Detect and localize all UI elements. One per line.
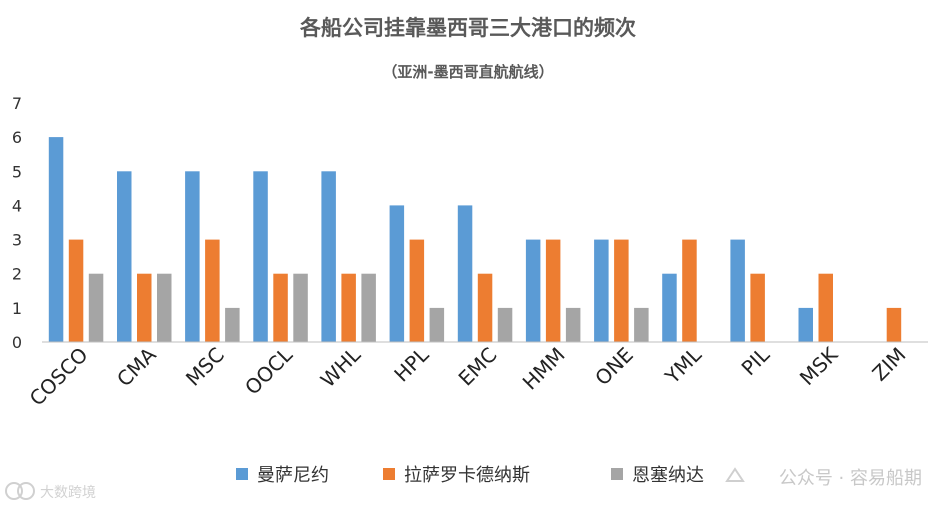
bar-hmm-series-3 [565,307,581,342]
x-tick-label: OOCL [240,342,298,400]
bar-yml-series-1 [662,273,677,342]
bar-hmm-series-1 [525,239,541,342]
bar-hpl-series-1 [389,205,405,342]
x-tick-label: HPL [389,342,434,387]
bar-msc-series-1 [185,171,200,342]
bar-whl-series-1 [321,171,336,342]
bar-msk-series-2 [818,273,833,342]
watermark-left: 大数跨境 [5,482,96,501]
legend-label: 曼萨尼约 [257,465,329,486]
bar-hmm-series-2 [545,239,561,342]
legend-label: 拉萨罗卡德纳斯 [404,465,530,486]
watermark-right: 公众号 · 容易船期 [725,467,922,489]
bar-pil-series-1 [730,239,745,342]
x-tick-label: MSK [795,342,843,390]
bar-cma-series-2 [137,273,152,342]
x-tick-label: WHL [316,342,366,392]
x-tick-label: HMM [518,343,570,395]
y-tick-label: 3 [12,231,22,250]
chart-subtitle: （亚洲-墨西哥直航航线） [382,63,553,81]
bar-msc-series-3 [225,307,240,342]
x-axis: COSCO CMA MSC OOCL WHL HPL EMC HMM ONE YML PIL MSK Z… [25,342,911,411]
y-tick-label: 4 [12,196,22,215]
bar-cma-series-1 [117,171,132,342]
bar-one-series-2 [614,239,629,342]
legend-swatch [236,468,248,480]
bar-oocl-series-2 [273,273,288,342]
x-tick-label: ONE [590,343,638,391]
y-tick-label: 7 [12,94,22,113]
bar-yml-series-2 [682,239,697,342]
bar-cosco-series-3 [88,273,104,342]
y-tick-label: 5 [12,162,22,181]
bar-zim-series-2 [886,307,902,342]
y-tick-label: 2 [12,265,22,284]
bar-whl-series-2 [341,273,356,342]
bar-msk-series-1 [798,307,813,342]
watermark-logo-icon-2 [17,482,35,500]
bar-whl-series-3 [361,273,376,342]
bar-oocl-series-1 [253,171,268,342]
y-axis: 0 1 2 3 4 5 6 7 [12,94,22,352]
bars-group [48,137,902,342]
x-tick-label: MSC [181,343,229,391]
x-tick-label: PIL [737,342,775,380]
y-tick-label: 1 [12,299,22,318]
legend-swatch [383,468,395,480]
watermark-wechat-icon [725,467,745,482]
legend-swatch [611,468,623,480]
y-tick-label: 6 [12,128,22,147]
x-tick-label: EMC [454,343,502,391]
watermark-left-text: 大数跨境 [40,485,96,501]
watermark-right-text: 公众号 · 容易船期 [779,468,922,489]
bar-msc-series-2 [205,239,220,342]
x-tick-label: CMA [112,342,161,391]
bar-pil-series-2 [750,273,765,342]
x-tick-label: COSCO [25,343,93,411]
bar-one-series-3 [634,307,649,342]
bar-oocl-series-3 [293,273,308,342]
bar-emc-series-2 [477,273,493,342]
x-tick-label: YML [660,342,707,389]
bar-hpl-series-3 [429,307,445,342]
bar-emc-series-1 [457,205,473,342]
bar-cma-series-3 [157,273,172,342]
legend-label: 恩塞纳达 [632,465,704,486]
watermark-logo-icon [5,482,23,500]
bar-emc-series-3 [497,307,513,342]
bar-hpl-series-2 [409,239,425,342]
y-tick-label: 0 [12,333,22,352]
chart-title: 各船公司挂靠墨西哥三大港口的频次 [299,16,636,40]
x-tick-label: ZIM [867,343,910,386]
bar-one-series-1 [594,239,609,342]
legend: 曼萨尼约 拉萨罗卡德纳斯 恩塞纳达 [236,465,704,486]
bar-cosco-series-1 [48,137,64,342]
bar-cosco-series-2 [68,239,84,342]
